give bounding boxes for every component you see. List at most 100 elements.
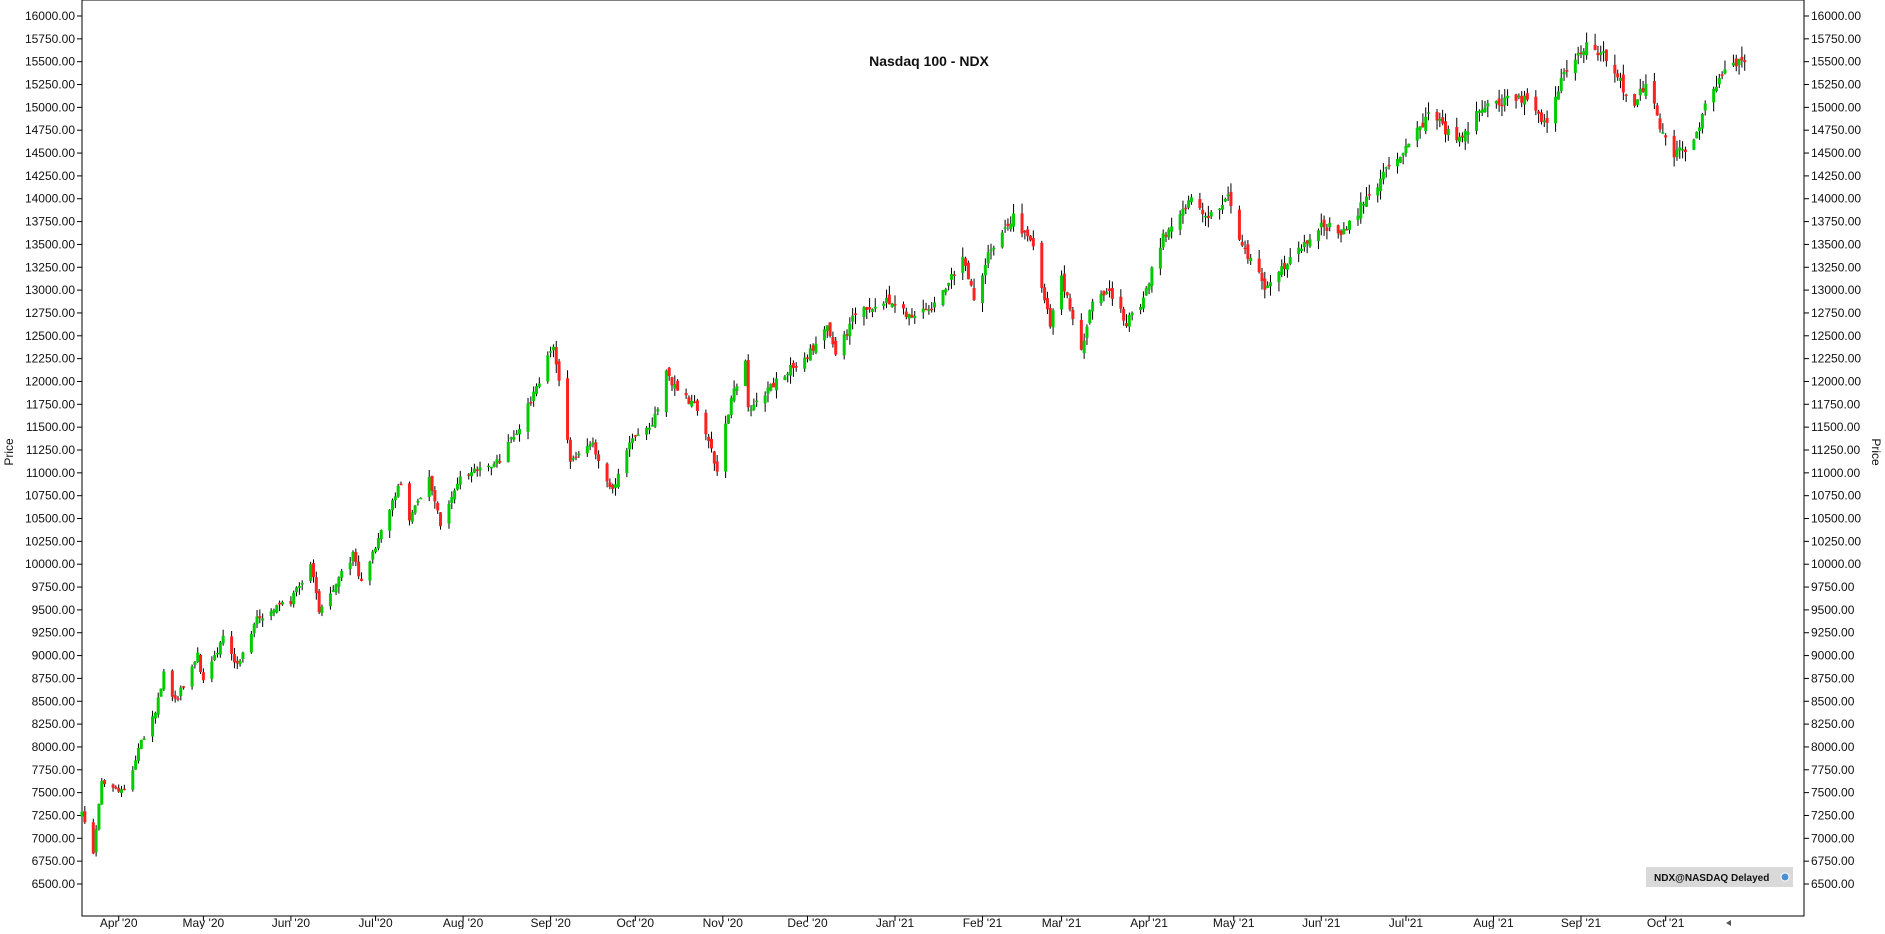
candle-body [1743, 60, 1747, 63]
candle-body [1280, 266, 1284, 275]
x-tick-label: Dec '20 [787, 916, 828, 929]
candle-body [230, 636, 234, 654]
candle-body [947, 282, 951, 286]
candle-body [518, 429, 522, 435]
y-tick-label-left: 15000.00 [25, 100, 75, 114]
candle-body [851, 315, 855, 322]
y-tick-label-left: 12500.00 [25, 329, 75, 343]
candle-body [1257, 258, 1261, 273]
candle-body [887, 294, 891, 305]
y-tick-label-right: 8250.00 [1811, 717, 1855, 731]
candle-body [616, 473, 620, 488]
candle-body [1438, 118, 1442, 121]
candle-body [1130, 312, 1134, 316]
candle-body [1226, 194, 1230, 197]
candle-body [766, 387, 770, 394]
candle-body [1308, 239, 1312, 247]
candle-body [554, 347, 558, 365]
candle-body [1596, 52, 1600, 56]
candle-body [1322, 219, 1326, 228]
candle-body [1556, 91, 1560, 100]
candle-body [235, 660, 239, 664]
x-tick-label: Mar '21 [1042, 916, 1082, 929]
y-tick-label-left: 11250.00 [26, 443, 75, 457]
candle-body [1435, 112, 1439, 121]
x-tick-label: Oct '20 [616, 916, 654, 929]
candle-body [1325, 227, 1329, 231]
candle-body [430, 476, 434, 491]
candle-body [650, 425, 654, 427]
y-tick-label-right: 15000.00 [1811, 100, 1861, 114]
y-tick-label-left: 15500.00 [25, 55, 75, 69]
candle-body [388, 509, 392, 531]
candle-body [1737, 59, 1741, 66]
candle-body [904, 311, 908, 318]
candle-body [1458, 136, 1462, 142]
candle-body [577, 453, 581, 456]
candle-body [1051, 310, 1055, 328]
candle-body [492, 463, 496, 468]
y-tick-label-left: 9000.00 [32, 649, 76, 663]
candle-body [1102, 290, 1106, 296]
candle-body [726, 414, 730, 424]
candle-body [614, 484, 618, 488]
candle-body [1500, 104, 1504, 107]
candle-body [1664, 135, 1668, 138]
candle-body [1040, 242, 1044, 289]
candle-body [1652, 81, 1656, 104]
candle-body [933, 302, 937, 308]
candle-body [633, 435, 637, 437]
candle-body [532, 391, 536, 401]
candle-body [1616, 73, 1620, 78]
candle-body [1695, 131, 1699, 139]
candle-body [1167, 229, 1171, 238]
candle-body [199, 654, 203, 673]
candle-body [1243, 247, 1247, 250]
candle-body [1460, 135, 1464, 138]
candle-body [1720, 74, 1724, 76]
candle-body [783, 376, 787, 381]
candle-body [1523, 95, 1527, 105]
candle-body [218, 642, 222, 655]
candle-body [1565, 70, 1569, 72]
candle-body [1717, 77, 1721, 85]
candle-body [630, 438, 634, 444]
candle-body [822, 329, 826, 341]
candle-body [983, 264, 987, 276]
candle-body [647, 427, 651, 430]
y-tick-label-right: 10500.00 [1811, 512, 1861, 526]
candle-body [94, 829, 98, 853]
candle-body [1401, 153, 1405, 156]
candle-body [1681, 149, 1685, 151]
candle-body [1506, 95, 1510, 99]
y-tick-label-right: 10250.00 [1811, 534, 1861, 548]
expand-arrow-icon[interactable] [1726, 920, 1731, 926]
candle-body [732, 388, 736, 401]
candle-body [1635, 99, 1639, 105]
candle-body [1144, 288, 1148, 296]
y-tick-label-left: 15750.00 [25, 32, 75, 46]
candle-body [667, 367, 671, 376]
y-tick-label-right: 13000.00 [1811, 283, 1861, 297]
candle-body [1700, 113, 1704, 129]
y-tick-label-right: 14750.00 [1811, 123, 1861, 137]
candle-body [755, 400, 759, 403]
candle-body [571, 458, 575, 460]
candle-body [427, 476, 431, 497]
candle-body [546, 355, 550, 382]
candle-body [673, 384, 677, 389]
candle-body [173, 695, 177, 699]
candle-body [340, 571, 344, 578]
candle-body [848, 323, 852, 337]
y-tick-label-right: 13250.00 [1811, 260, 1861, 274]
candle-body [114, 787, 118, 789]
source-badge-text: NDX@NASDAQ Delayed [1654, 873, 1769, 884]
candle-body [1105, 292, 1109, 294]
candle-body [1712, 88, 1716, 103]
candle-body [890, 303, 894, 308]
candle-body [1206, 215, 1210, 219]
candle-body [292, 592, 296, 605]
y-tick-label-right: 9500.00 [1811, 603, 1855, 617]
y-tick-label-right: 13500.00 [1811, 237, 1861, 251]
